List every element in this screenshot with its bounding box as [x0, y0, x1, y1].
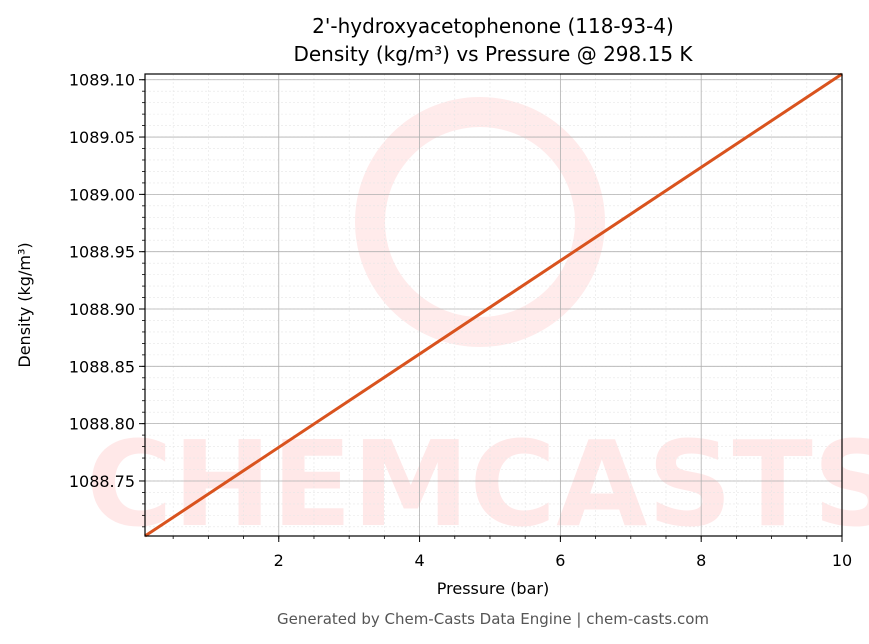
x-axis-label: Pressure (bar): [437, 579, 549, 598]
footer: Generated by Chem-Casts Data Engine | ch…: [277, 610, 709, 628]
x-tick-label: 10: [832, 551, 852, 570]
y-tick-label: 1088.90: [69, 300, 135, 319]
watermark-logo: [355, 97, 605, 347]
y-tick-label: 1088.85: [69, 357, 135, 376]
chart-title: 2'-hydroxyacetophenone (118-93-4): [312, 14, 674, 38]
x-tick-label: 2: [274, 551, 284, 570]
x-tick-label: 6: [555, 551, 565, 570]
data-line: [144, 72, 843, 538]
y-tick-label: 1088.95: [69, 243, 135, 262]
y-tick-label: 1089.00: [69, 185, 135, 204]
y-tick-label: 1089.05: [69, 128, 135, 147]
y-axis-label: Density (kg/m³): [15, 242, 34, 367]
plot-frame: [144, 73, 843, 537]
y-tick-label: 1088.75: [69, 472, 135, 491]
y-tick-label: 1088.80: [69, 415, 135, 434]
watermark: CHEMCASTS: [86, 97, 869, 553]
x-tick-label: 8: [696, 551, 706, 570]
chart-subtitle: Density (kg/m³) vs Pressure @ 298.15 K: [293, 42, 693, 66]
x-tick-label: 4: [414, 551, 424, 570]
y-tick-label: 1089.10: [69, 71, 135, 90]
watermark-text: CHEMCASTS: [86, 415, 869, 553]
